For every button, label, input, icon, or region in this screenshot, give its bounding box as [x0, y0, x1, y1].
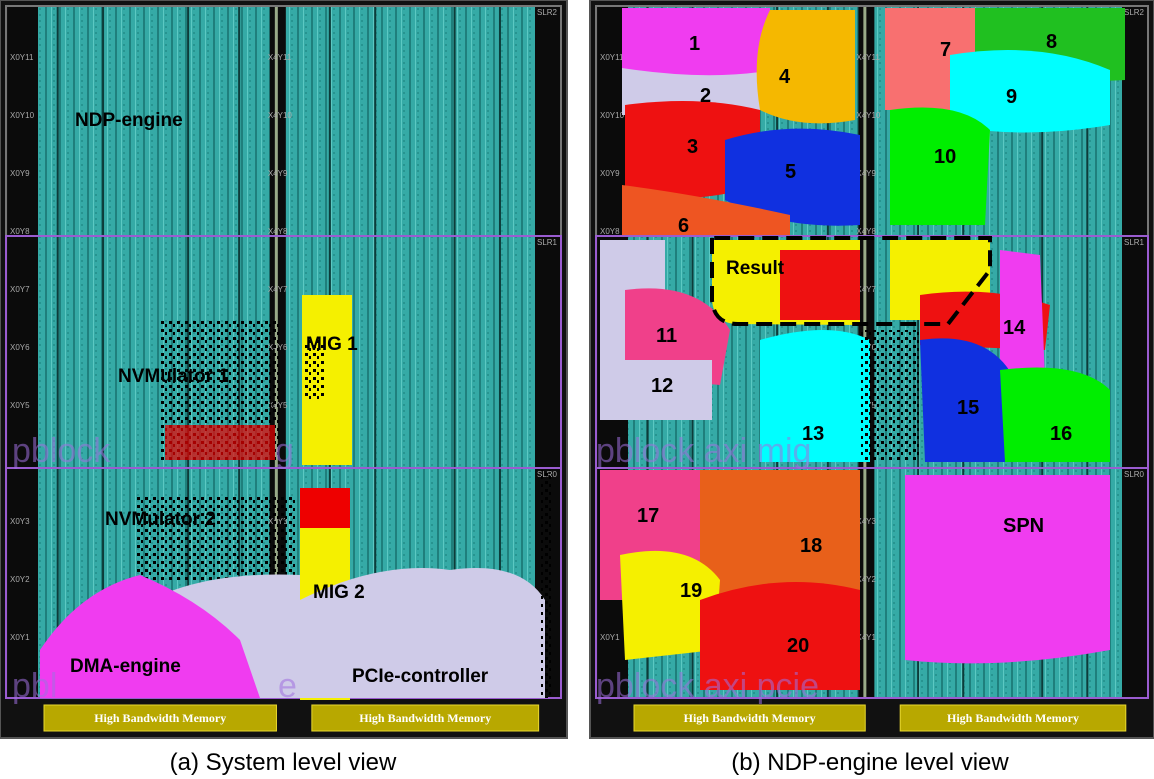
region-label: 10 — [934, 146, 956, 168]
region-label: SPN — [1003, 515, 1044, 537]
region — [1000, 250, 1045, 380]
pblock-label: pblock axi pcie — [596, 667, 819, 705]
clock-label: X4Y11 — [856, 53, 880, 62]
clock-label: X0Y10 — [10, 111, 35, 120]
region-label: 3 — [687, 136, 698, 158]
region-label: 2 — [700, 85, 711, 107]
clock-label: X4Y10 — [856, 111, 881, 120]
page: {"panels":[ {"caption":"(a) System level… — [0, 0, 1154, 779]
caption: (a) System level view — [170, 749, 397, 776]
column — [8, 6, 38, 698]
hbm-label: High Bandwidth Memory — [94, 711, 226, 725]
region-label: MIG 1 — [306, 334, 358, 355]
clock-label: X0Y6 — [10, 343, 30, 352]
region — [1000, 368, 1110, 463]
region-label: 9 — [1006, 86, 1017, 108]
clock-label: X0Y3 — [10, 517, 30, 526]
clock-label: X4Y8 — [856, 227, 876, 236]
region-label: 6 — [678, 215, 689, 237]
region-label: Result — [726, 258, 785, 279]
region-label: 11 — [656, 325, 677, 347]
clock-label: X4Y8 — [268, 227, 288, 236]
clock-label: X0Y9 — [10, 169, 30, 178]
clock-label: X0Y7 — [10, 285, 30, 294]
region-label: 14 — [1003, 317, 1026, 339]
speckle — [860, 330, 920, 460]
region — [780, 250, 860, 320]
clock-label: X0Y11 — [600, 53, 624, 62]
region-label: 5 — [785, 161, 796, 183]
region-label: 19 — [680, 580, 702, 602]
region-label: 8 — [1046, 31, 1057, 53]
slr-label: SLR2 — [537, 8, 558, 17]
slr-label: SLR1 — [1124, 238, 1145, 247]
figure: SLR2SLR1SLR0X0Y11X4Y11X0Y10X4Y10X0Y9X4Y9… — [0, 0, 1154, 779]
region-label: MIG 2 — [313, 582, 365, 603]
clock-label: X0Y8 — [600, 227, 620, 236]
region — [700, 470, 860, 600]
hbm-label: High Bandwidth Memory — [947, 711, 1079, 725]
pblock-label: pblock — [12, 432, 111, 470]
hbm-label: High Bandwidth Memory — [684, 711, 816, 725]
region-label: 18 — [800, 535, 822, 557]
region-label: NVMulator 2 — [105, 509, 216, 530]
column — [57, 6, 59, 698]
region-label: 20 — [787, 635, 809, 657]
pblock-label: pblock axi mig — [596, 432, 811, 470]
region-label: NVMulator 1 — [118, 366, 229, 387]
region-label: 4 — [779, 66, 791, 88]
pblock-label: e — [278, 667, 297, 705]
clock-label: X4Y10 — [268, 111, 293, 120]
region-label: PCIe-controller — [352, 666, 489, 687]
clock-label: X0Y5 — [10, 401, 30, 410]
region-label: 16 — [1050, 423, 1072, 445]
clock-label: X4Y7 — [268, 285, 288, 294]
hbm-label: High Bandwidth Memory — [359, 711, 491, 725]
nvm2 — [135, 495, 295, 580]
clock-label: X0Y1 — [10, 633, 30, 642]
clock-label: X0Y8 — [10, 227, 30, 236]
region-label: 13 — [802, 423, 824, 445]
region-label: 17 — [637, 505, 659, 527]
column — [1122, 6, 1148, 698]
pcie-col — [540, 470, 552, 698]
pblock-label: g — [275, 432, 294, 470]
region-label: DMA-engine — [70, 656, 181, 677]
slr-label: SLR1 — [537, 238, 558, 247]
region — [757, 10, 855, 123]
region-label: 7 — [940, 39, 951, 61]
clock-label: X0Y10 — [600, 111, 625, 120]
clock-label: X0Y1 — [600, 633, 620, 642]
nvm1b — [165, 425, 275, 460]
slr-label: SLR0 — [1124, 470, 1145, 479]
region — [905, 475, 1110, 663]
clock-label: X0Y2 — [10, 575, 30, 584]
region-label: 1 — [689, 33, 700, 55]
clock-label: X0Y11 — [10, 53, 34, 62]
clock-label: X4Y11 — [268, 53, 292, 62]
region-label: 12 — [651, 375, 673, 397]
region-label: NDP-engine — [75, 110, 183, 131]
pblock-label: pbl — [12, 667, 57, 705]
clock-label: X4Y9 — [268, 169, 288, 178]
mig2-red — [300, 488, 350, 528]
clock-label: X0Y9 — [600, 169, 620, 178]
caption: (b) NDP-engine level view — [731, 749, 1009, 776]
region-label: 15 — [957, 397, 979, 419]
slr-label: SLR2 — [1124, 8, 1145, 17]
